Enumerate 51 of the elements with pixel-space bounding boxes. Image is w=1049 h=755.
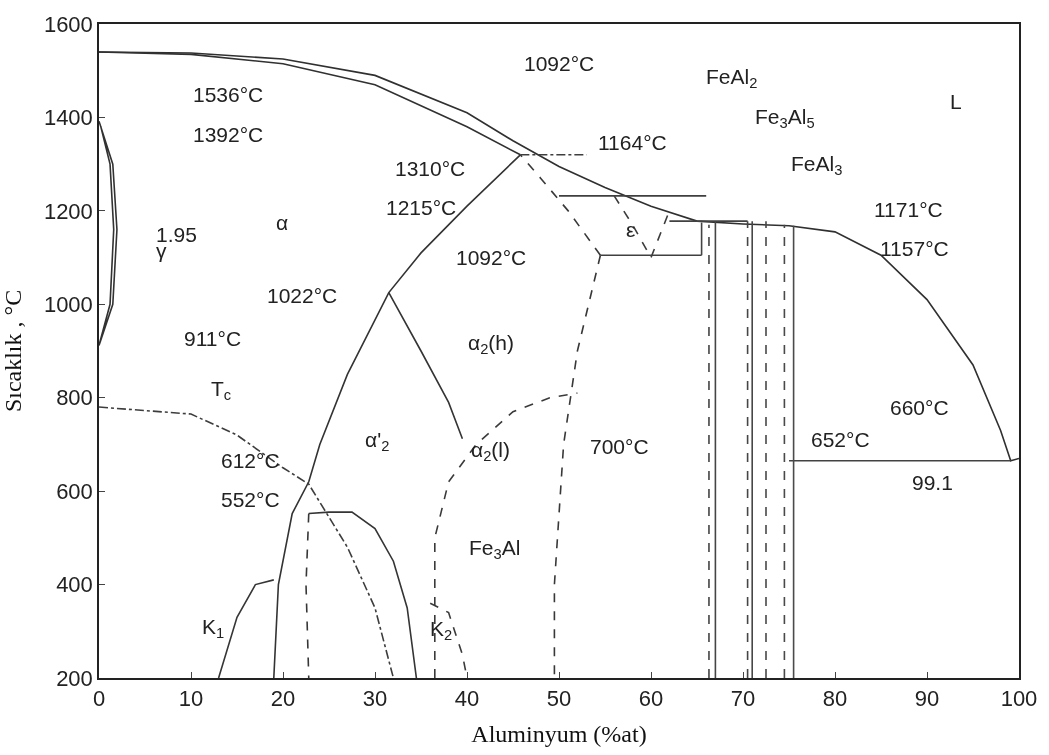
x-tick-label: 90	[914, 686, 940, 712]
annotation: 660°C	[890, 396, 949, 419]
x-tick-label: 80	[822, 686, 848, 712]
annotation: Fe$_{3}$Al$_{5}$	[755, 105, 815, 132]
y-tick-label: 200	[56, 665, 93, 691]
y-tick-label: 1600	[43, 11, 93, 37]
annotation: 612°C	[221, 449, 280, 472]
x-tick-label: 0	[92, 686, 106, 712]
y-axis-title: Sıcaklık , °C	[0, 289, 27, 413]
y-tick-label: 800	[56, 385, 93, 411]
annotation: T$_{c}$	[211, 377, 232, 404]
y-tick-label: 1400	[43, 105, 93, 131]
annotation: α$_{2}$(h)	[468, 331, 514, 358]
y-tick-label: 1200	[43, 198, 93, 224]
annotation: 1310°C	[395, 157, 466, 180]
annotation: α$_{2}$(l)	[471, 438, 510, 465]
annotation: α'$_{2}$	[365, 428, 390, 455]
x-tick-label: 10	[178, 686, 204, 712]
y-tick-label: 1000	[43, 291, 93, 317]
x-tick-label: 50	[546, 686, 572, 712]
x-tick-label: 20	[270, 686, 296, 712]
annotation: 1392°C	[193, 123, 264, 146]
annotation: FeAl$_{3}$	[791, 152, 843, 179]
annotation: 1164°C	[598, 131, 667, 154]
x-tick-label: 70	[730, 686, 756, 712]
x-tick-label: 60	[638, 686, 664, 712]
annotation: 652°C	[811, 428, 870, 451]
annotation: FeAl$_{2}$	[706, 65, 758, 92]
x-tick-label: 40	[454, 686, 480, 712]
annotation: 911°C	[184, 327, 242, 350]
x-axis-title: Aluminyum (%at)	[471, 720, 647, 747]
annotation: L	[950, 90, 962, 113]
annotation: 99.1	[912, 471, 953, 494]
annotation: 1536°C	[193, 83, 264, 106]
y-tick-label: 400	[56, 572, 93, 598]
annotation: α	[276, 211, 289, 234]
annotation: 1092°C	[524, 52, 595, 75]
x-tick-label: 30	[362, 686, 388, 712]
annotation: 1215°C	[386, 196, 457, 219]
x-tick-label: 100	[1000, 686, 1038, 712]
annotation: 700°C	[590, 435, 649, 458]
annotation: ε	[626, 218, 636, 241]
annotation: Fe$_{3}$Al	[469, 536, 521, 563]
annotation: K$_{1}$	[202, 615, 225, 642]
annotation: 552°C	[221, 488, 280, 511]
annotation: 1171°C	[874, 198, 943, 221]
y-tick-label: 600	[56, 478, 93, 504]
annotation: 1022°C	[267, 284, 338, 307]
annotation: 1092°C	[456, 246, 527, 269]
annotation: 1157°C	[880, 237, 949, 260]
annotation: K$_{2}$	[430, 617, 453, 644]
